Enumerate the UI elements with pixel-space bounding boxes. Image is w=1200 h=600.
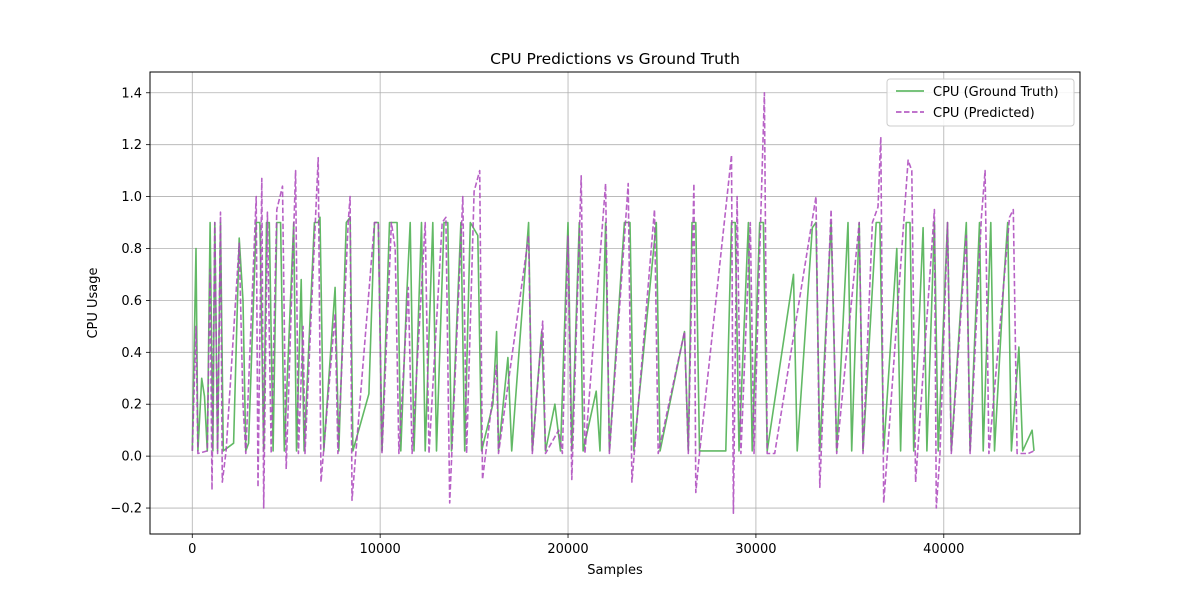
x-tick-label: 20000: [547, 542, 588, 557]
ground-truth-line: [191, 216, 1035, 452]
y-tick-label: 0.8: [121, 242, 142, 257]
y-tick-label: 1.0: [121, 190, 142, 205]
y-tick-label: 0.2: [121, 398, 142, 413]
x-tick-label: 40000: [923, 542, 964, 557]
y-axis-ticks: −0.2 0.0 0.2 0.4 0.6 0.8 1.0 1.2 1.4: [110, 86, 150, 517]
y-tick-label: 0.0: [121, 450, 142, 465]
legend-label-predicted: CPU (Predicted): [933, 106, 1035, 121]
y-tick-label: 1.4: [121, 86, 142, 101]
x-axis-label: Samples: [587, 563, 643, 578]
x-tick-label: 10000: [359, 542, 400, 557]
y-axis-label: CPU Usage: [86, 267, 101, 338]
x-tick-label: 0: [188, 542, 196, 557]
legend-label-ground-truth: CPU (Ground Truth): [933, 85, 1059, 100]
plot-area-frame: [149, 71, 1081, 535]
y-tick-label: 1.2: [121, 138, 142, 153]
legend-box: [886, 78, 1075, 127]
grid-lines: [150, 72, 1080, 534]
y-tick-label: 0.6: [121, 294, 142, 309]
predicted-series: [191, 92, 1035, 514]
legend: CPU (Ground Truth) CPU (Predicted): [886, 78, 1075, 127]
y-tick-label: 0.4: [121, 346, 142, 361]
x-axis-ticks: 0 10000 20000 30000 40000: [188, 534, 964, 557]
predicted-line: [191, 92, 1035, 514]
x-tick-label: 30000: [735, 542, 776, 557]
chart-title: CPU Predictions vs Ground Truth: [490, 50, 740, 68]
y-tick-label: −0.2: [110, 502, 142, 517]
ground-truth-series: [191, 216, 1035, 452]
